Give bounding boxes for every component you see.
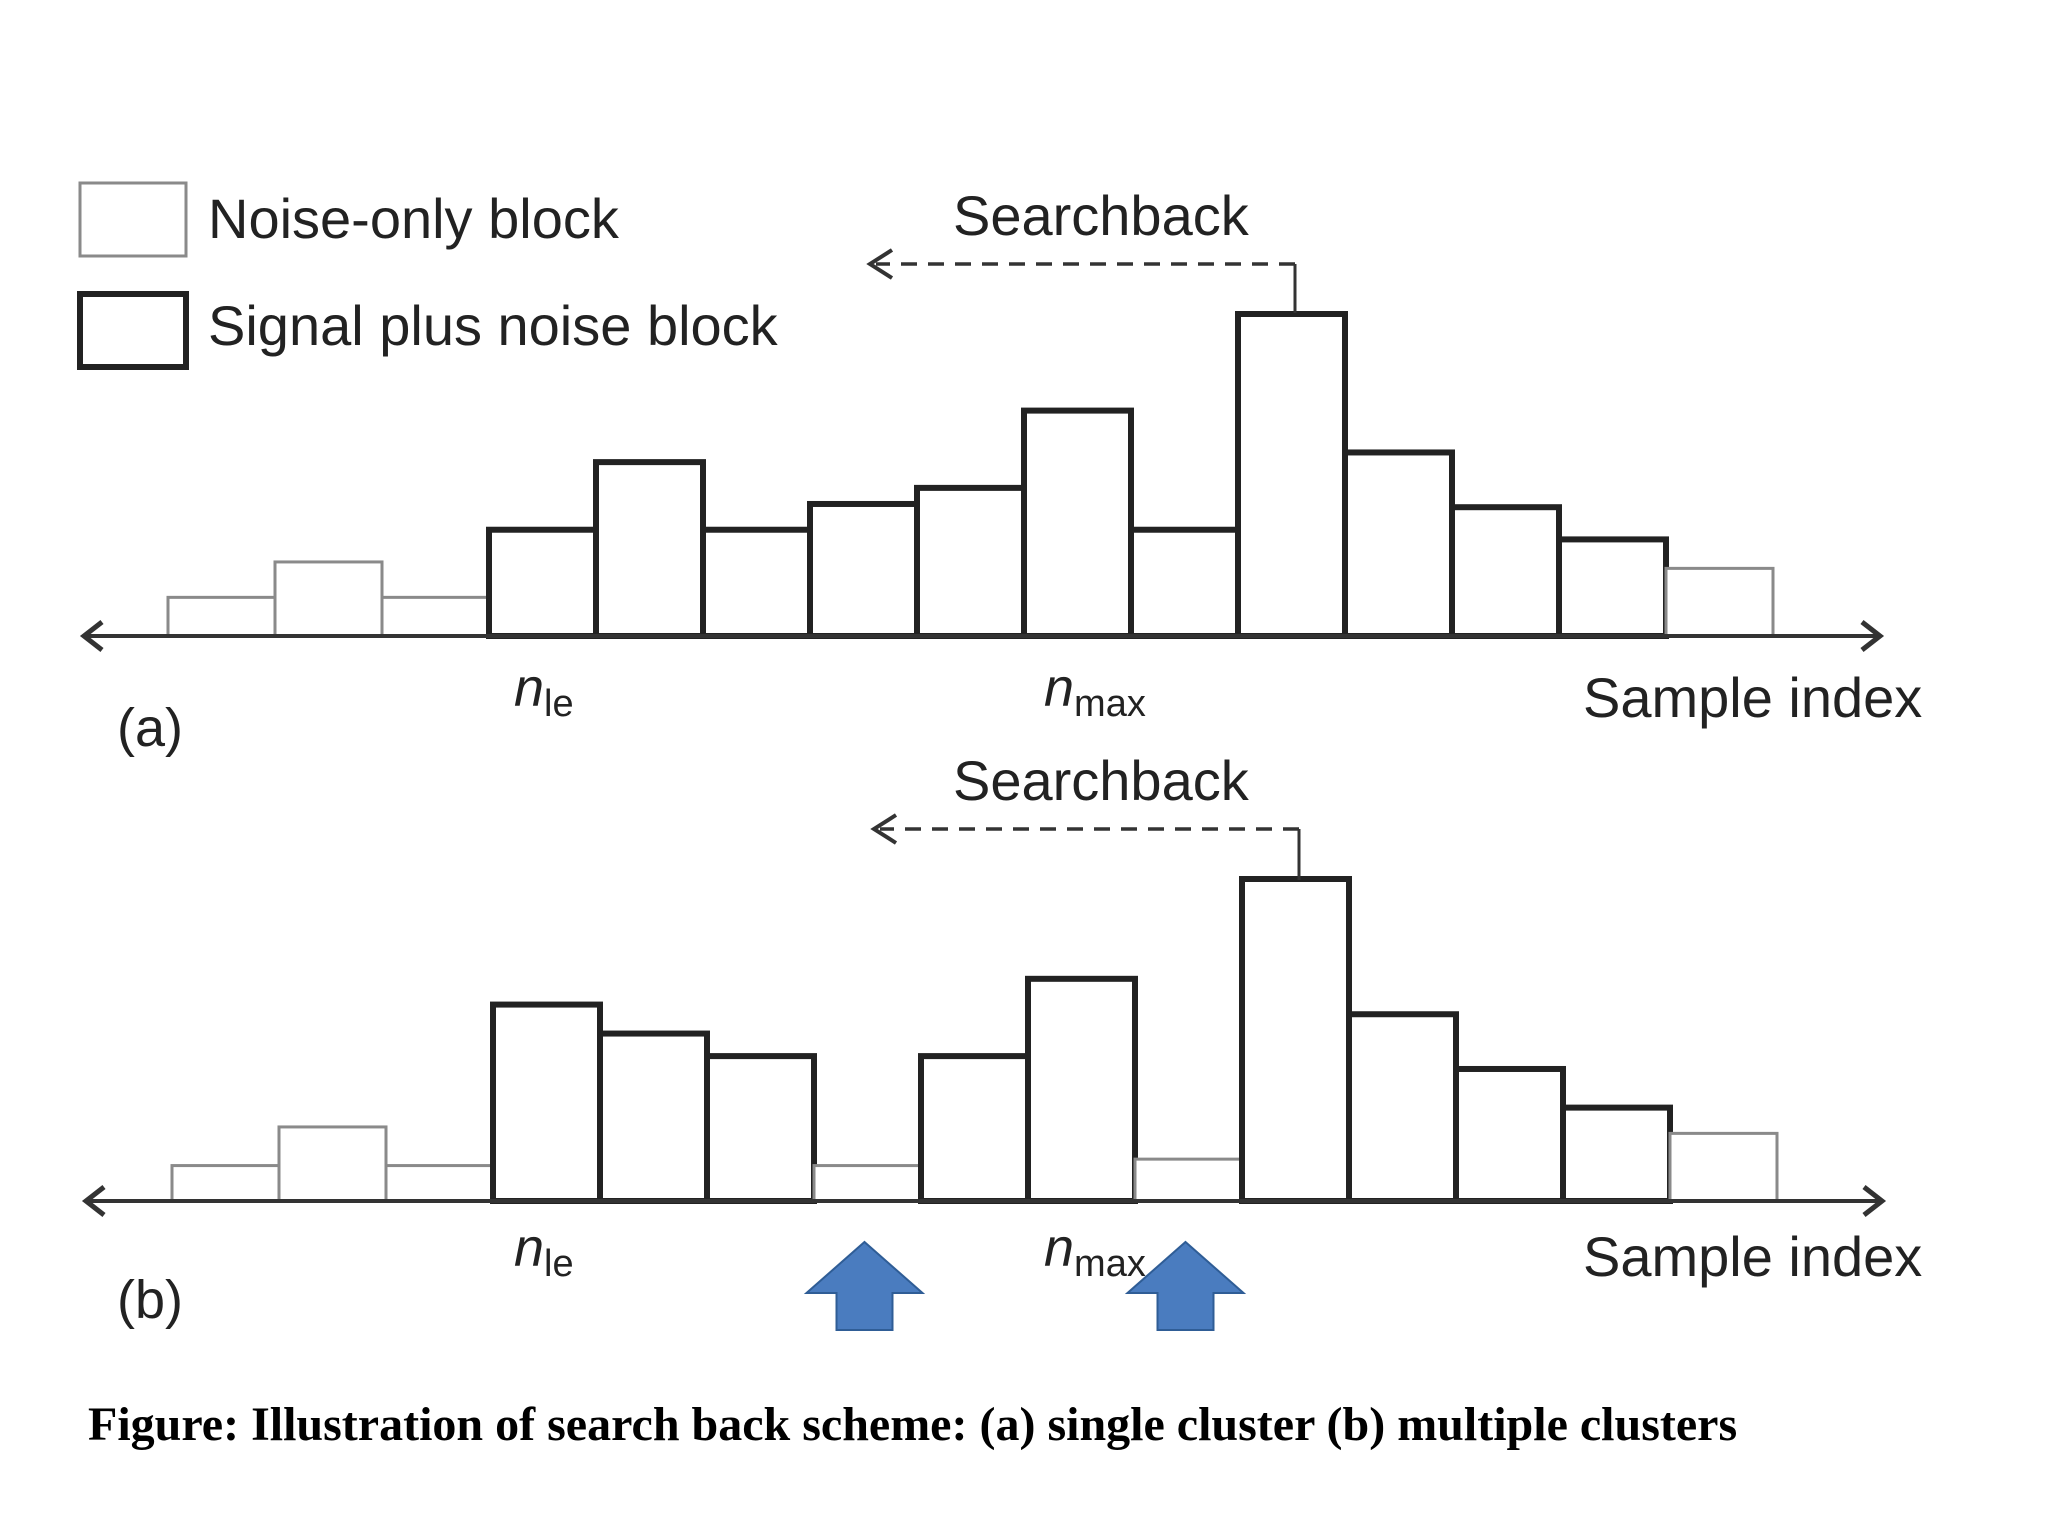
panel-b-n-max-marker: nmax — [1044, 1218, 1146, 1285]
signal-block-b-11 — [1239, 876, 1352, 1204]
panel-b-blocks — [170, 876, 1779, 1205]
signal-block-a-13 — [1449, 504, 1562, 640]
noise-block-b-10 — [1133, 1157, 1244, 1203]
panel-a-n-max-marker: nmax — [1044, 658, 1146, 725]
noise-block-b-15 — [1668, 1131, 1779, 1203]
panel-a-axis-label: Sample index — [1583, 666, 1922, 729]
signal-block-b-8 — [918, 1053, 1031, 1204]
panel-b-searchback-label: Searchback — [953, 749, 1250, 812]
signal-block-a-8 — [914, 484, 1027, 639]
signal-block-b-4 — [490, 1001, 603, 1205]
noise-block-a-1 — [166, 595, 277, 638]
signal-block-a-5 — [593, 459, 706, 639]
figure-caption: Figure: Illustration of search back sche… — [88, 1398, 1737, 1451]
panel-a-axis-right-arrowhead — [1860, 620, 1885, 652]
panel-a-searchback-label: Searchback — [953, 184, 1250, 247]
signal-block-b-14 — [1560, 1104, 1673, 1204]
noise-block-a-15 — [1664, 566, 1775, 638]
panel-a-label: (a) — [117, 698, 183, 758]
noise-block-b-3 — [384, 1164, 495, 1203]
signal-block-a-12 — [1342, 449, 1455, 639]
panel-a-blocks — [166, 311, 1775, 640]
legend-signal-label: Signal plus noise block — [208, 294, 779, 357]
panel-b-n-le-marker: nle — [514, 1218, 574, 1285]
signal-block-b-12 — [1346, 1011, 1459, 1204]
signal-block-a-14 — [1556, 536, 1669, 640]
noise-block-a-3 — [380, 595, 491, 638]
noise-block-a-2 — [273, 560, 384, 638]
panel-b-axis-right-arrowhead — [1862, 1185, 1887, 1217]
noise-block-b-2 — [277, 1125, 388, 1203]
signal-block-a-11 — [1235, 311, 1348, 639]
noise-block-b-7 — [812, 1164, 923, 1203]
signal-block-b-9 — [1025, 975, 1138, 1204]
signal-block-a-10 — [1128, 526, 1241, 639]
legend-noise-swatch — [78, 181, 188, 258]
signal-block-b-13 — [1453, 1065, 1566, 1204]
signal-block-a-9 — [1021, 407, 1134, 639]
panel-a-searchback-arrowhead — [866, 248, 894, 280]
panel-a: Searchback nle nmax Sample index (a) — [79, 184, 1922, 758]
up-arrow-icon — [1124, 1240, 1247, 1331]
signal-block-a-7 — [807, 500, 920, 640]
legend: Noise-only block Signal plus noise block — [77, 181, 779, 370]
panel-b-gap-arrows — [803, 1240, 1247, 1331]
signal-block-a-4 — [486, 526, 599, 639]
up-arrow-icon — [803, 1240, 926, 1331]
panel-a-n-le-marker: nle — [514, 658, 574, 725]
legend-noise-label: Noise-only block — [208, 187, 620, 250]
panel-a-axis-left-arrowhead — [79, 620, 104, 652]
signal-block-a-6 — [700, 526, 813, 639]
noise-block-b-1 — [170, 1164, 281, 1203]
panel-b-label: (b) — [117, 1270, 183, 1330]
signal-block-b-6 — [704, 1053, 817, 1204]
panel-b-searchback-arrowhead — [870, 813, 898, 845]
panel-b-axis-left-arrowhead — [81, 1185, 106, 1217]
legend-signal-swatch — [77, 291, 189, 370]
signal-block-b-5 — [597, 1030, 710, 1205]
panel-b-axis-label: Sample index — [1583, 1225, 1922, 1288]
panel-b: Searchback nle nmax Sample index (b) — [81, 749, 1922, 1331]
